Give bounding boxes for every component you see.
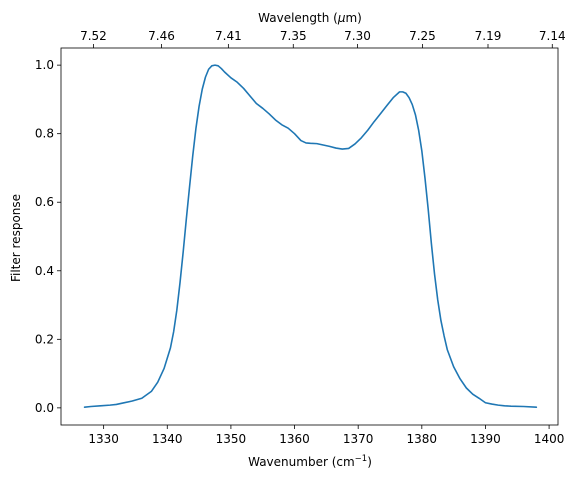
top-axis-label-prefix: Wavelength ( [258, 11, 338, 25]
ticks-layer: 1330 1340 1350 1360 1370 1380 1390 1400 0.0 0.2 0.… [35, 29, 566, 446]
x-tick-label: 1330 [88, 432, 119, 446]
filter-response-line [83, 64, 538, 408]
top-tick-label: 7.41 [215, 29, 242, 43]
x-axis-label: Wavenumber (cm−1) [248, 454, 372, 469]
x-tick-label: 1370 [343, 432, 374, 446]
y-tick-label: 0.6 [35, 195, 54, 209]
x-tick-label: 1350 [216, 432, 247, 446]
x-tick-label: 1340 [152, 432, 183, 446]
y-axis-label: Filter response [9, 194, 23, 282]
x-axis-label-main: Wavenumber (cm [248, 455, 355, 469]
x-axis-label-exponent: −1 [355, 454, 368, 464]
top-tick-label: 7.30 [344, 29, 371, 43]
y-tick-label: 0.0 [35, 401, 54, 415]
top-tick-label: 7.35 [280, 29, 307, 43]
plot-frame [60, 47, 559, 426]
y-tick-label: 0.2 [35, 332, 54, 346]
top-tick-label: 7.52 [80, 29, 107, 43]
top-axis-label: Wavelength (μm) [258, 11, 362, 25]
top-axis-label-suffix: m) [345, 11, 361, 25]
top-tick-label: 7.19 [475, 29, 502, 43]
y-tick-label: 0.8 [35, 127, 54, 141]
top-tick-label: 7.25 [409, 29, 436, 43]
top-tick-label: 7.46 [148, 29, 175, 43]
top-tick-label: 7.14 [539, 29, 566, 43]
y-tick-label: 1.0 [35, 58, 54, 72]
x-tick-label: 1400 [534, 432, 565, 446]
x-tick-label: 1380 [407, 432, 438, 446]
top-axis-label-mu: μ [337, 11, 346, 25]
x-tick-label: 1390 [470, 432, 501, 446]
x-axis-label-close: ) [367, 455, 372, 469]
y-tick-label: 0.4 [35, 264, 54, 278]
x-tick-label: 1360 [279, 432, 310, 446]
